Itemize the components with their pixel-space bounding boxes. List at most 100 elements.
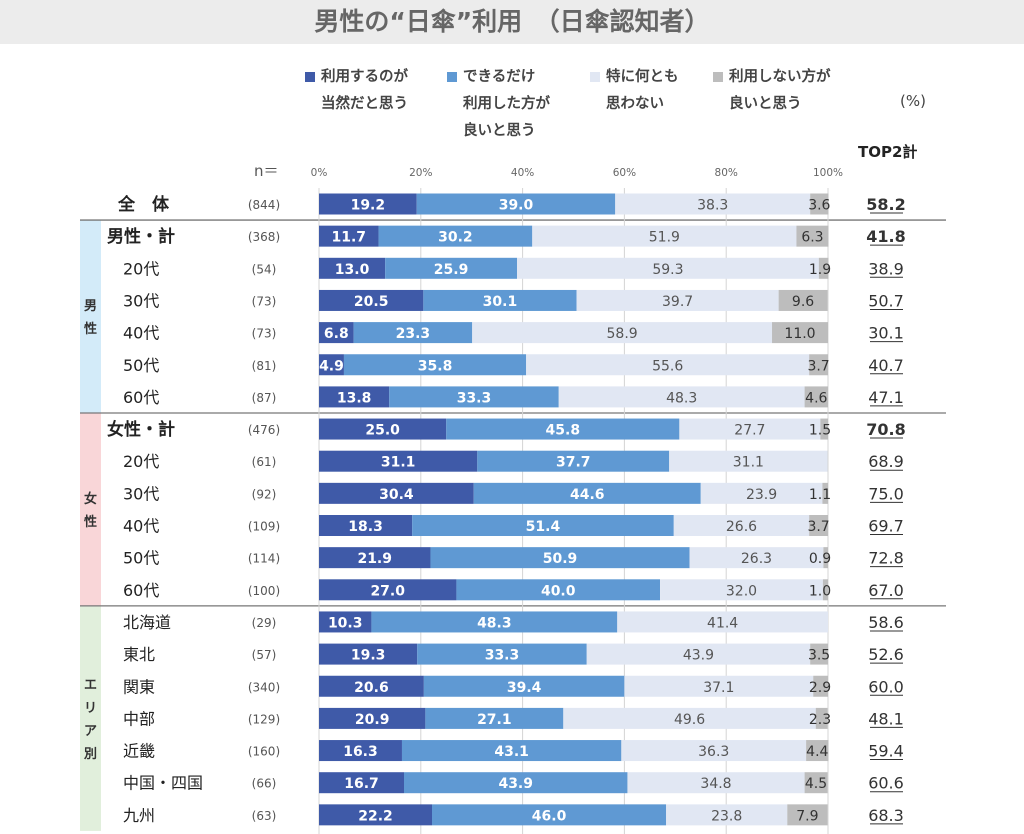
bar-segment-better-use (456, 579, 661, 601)
group-band-male (80, 220, 101, 413)
bar-segment-no-opinion (532, 225, 797, 247)
data-label-better-use: 33.3 (485, 648, 520, 664)
bar-segment-better-use (389, 386, 559, 408)
data-label-no-opinion: 37.1 (703, 680, 734, 696)
data-label-always-use: 27.0 (370, 583, 405, 599)
chart-title: 男性の“日傘”利用 （日傘認知者） (314, 7, 710, 36)
bar-segment-always-use (319, 740, 402, 762)
data-label-better-not: 11.0 (784, 326, 815, 342)
bar-segment-better-not (815, 707, 828, 729)
row-n-value: (73) (252, 294, 277, 308)
row-label: 東北 (123, 645, 155, 664)
data-label-always-use: 6.8 (324, 326, 349, 342)
legend-swatch-better-not (713, 72, 723, 82)
bar-segment-better-use (477, 450, 670, 472)
bar-segment-always-use (319, 643, 418, 665)
data-label-better-not: 3.6 (808, 198, 830, 214)
bar-segment-better-use (430, 547, 690, 569)
bar-segment-better-use (401, 740, 622, 762)
data-label-no-opinion: 59.3 (652, 262, 683, 278)
bar-segment-always-use (319, 482, 474, 504)
bar-segment-always-use (319, 547, 431, 569)
data-label-no-opinion: 38.3 (697, 198, 728, 214)
top2-value: 60.6 (868, 774, 904, 793)
top2-value: 50.7 (868, 291, 904, 310)
row-label: 20代 (123, 259, 159, 278)
top2-value: 40.7 (868, 356, 904, 375)
data-label-better-not: 1.0 (809, 583, 831, 599)
data-label-no-opinion: 41.4 (707, 615, 738, 631)
data-label-always-use: 11.7 (332, 230, 367, 246)
bar-segment-better-not (804, 386, 828, 408)
bar-segment-no-opinion (563, 707, 816, 729)
bar-segment-better-use (404, 772, 628, 794)
data-label-better-use: 50.9 (543, 551, 578, 567)
data-label-always-use: 20.5 (354, 294, 389, 310)
data-label-better-use: 39.0 (499, 198, 534, 214)
bar-segment-better-not (787, 804, 828, 826)
bar-segment-no-opinion (576, 289, 779, 311)
bar-segment-no-opinion (679, 418, 821, 440)
bar-segment-better-use (353, 322, 473, 344)
top2-value: 72.8 (868, 549, 904, 568)
bar-segment-no-opinion (660, 579, 823, 601)
bar-segment-always-use (319, 289, 424, 311)
row-label: 60代 (123, 388, 159, 407)
unit-label: (%) (900, 92, 926, 110)
bar-segment-better-use (416, 193, 616, 215)
data-label-no-opinion: 32.0 (726, 583, 757, 599)
top2-value: 75.0 (868, 484, 904, 503)
bar-segment-better-use (423, 675, 625, 697)
data-label-no-opinion: 23.8 (711, 808, 742, 824)
top2-value: 48.1 (868, 709, 904, 728)
row-n-value: (92) (252, 487, 277, 501)
bar-segment-no-opinion (558, 386, 805, 408)
data-label-better-not: 4.5 (805, 776, 827, 792)
x-tick-label: 100% (813, 167, 843, 179)
row-label: 30代 (123, 484, 159, 503)
top2-value: 68.3 (868, 806, 904, 825)
bar-segment-always-use (319, 418, 447, 440)
group-label-male: 男性 (84, 299, 97, 337)
row-n-value: (87) (252, 391, 277, 405)
bar-segment-better-not (806, 740, 829, 762)
data-label-better-use: 43.9 (498, 776, 533, 792)
data-label-better-use: 45.8 (546, 423, 581, 439)
group-band-female (80, 412, 101, 606)
bar-segment-no-opinion (673, 515, 810, 536)
bar-segment-always-use (319, 354, 344, 376)
data-label-better-not: 2.3 (809, 712, 831, 728)
bar-segment-better-use (431, 804, 667, 826)
n-header: n＝ (254, 162, 279, 180)
data-label-always-use: 13.8 (337, 390, 372, 406)
row-label: 中部 (123, 709, 155, 728)
bar-segment-better-use (371, 611, 618, 633)
x-tick-label: 20% (409, 167, 432, 179)
row-n-value: (160) (248, 745, 280, 759)
bar-segment-better-not (820, 418, 828, 440)
bar-segment-better-not (809, 354, 828, 376)
x-tick-label: 60% (613, 167, 636, 179)
title-band (0, 0, 1024, 44)
row-n-value: (66) (252, 777, 277, 791)
data-label-better-not: 6.3 (801, 230, 823, 246)
data-label-better-not: 3.7 (807, 358, 829, 374)
bar-segment-always-use (319, 322, 354, 344)
data-label-better-use: 43.1 (494, 744, 529, 760)
data-label-no-opinion: 34.8 (700, 776, 731, 792)
bar-segment-no-opinion (517, 257, 819, 279)
top2-value: 30.1 (868, 324, 904, 343)
bar-segment-better-not (809, 515, 828, 536)
data-label-no-opinion: 27.7 (734, 423, 765, 439)
data-label-no-opinion: 23.9 (746, 487, 777, 503)
row-label: 北海道 (123, 613, 171, 632)
row-label: 50代 (123, 356, 159, 375)
bar-segment-no-opinion (627, 772, 805, 794)
data-label-better-use: 51.4 (526, 519, 561, 535)
data-label-always-use: 21.9 (357, 551, 392, 567)
bar-segment-always-use (319, 579, 457, 601)
top2-value: 67.0 (868, 581, 904, 600)
legend-swatch-no-opinion (590, 72, 600, 82)
row-n-value: (129) (248, 712, 280, 726)
row-label: 中国・四国 (123, 774, 203, 793)
